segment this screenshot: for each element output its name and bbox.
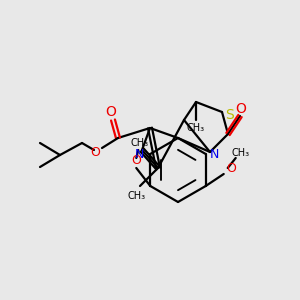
Text: O: O <box>131 154 141 167</box>
Text: CH₃: CH₃ <box>130 138 148 148</box>
Text: CH₃: CH₃ <box>187 123 205 133</box>
Text: O: O <box>106 105 116 119</box>
Text: N: N <box>134 148 144 160</box>
Text: O: O <box>90 146 100 158</box>
Text: O: O <box>226 163 236 176</box>
Text: CH₃: CH₃ <box>232 148 250 158</box>
Text: O: O <box>236 102 246 116</box>
Text: N: N <box>209 148 219 161</box>
Text: CH₃: CH₃ <box>128 191 146 201</box>
Text: S: S <box>225 108 233 122</box>
